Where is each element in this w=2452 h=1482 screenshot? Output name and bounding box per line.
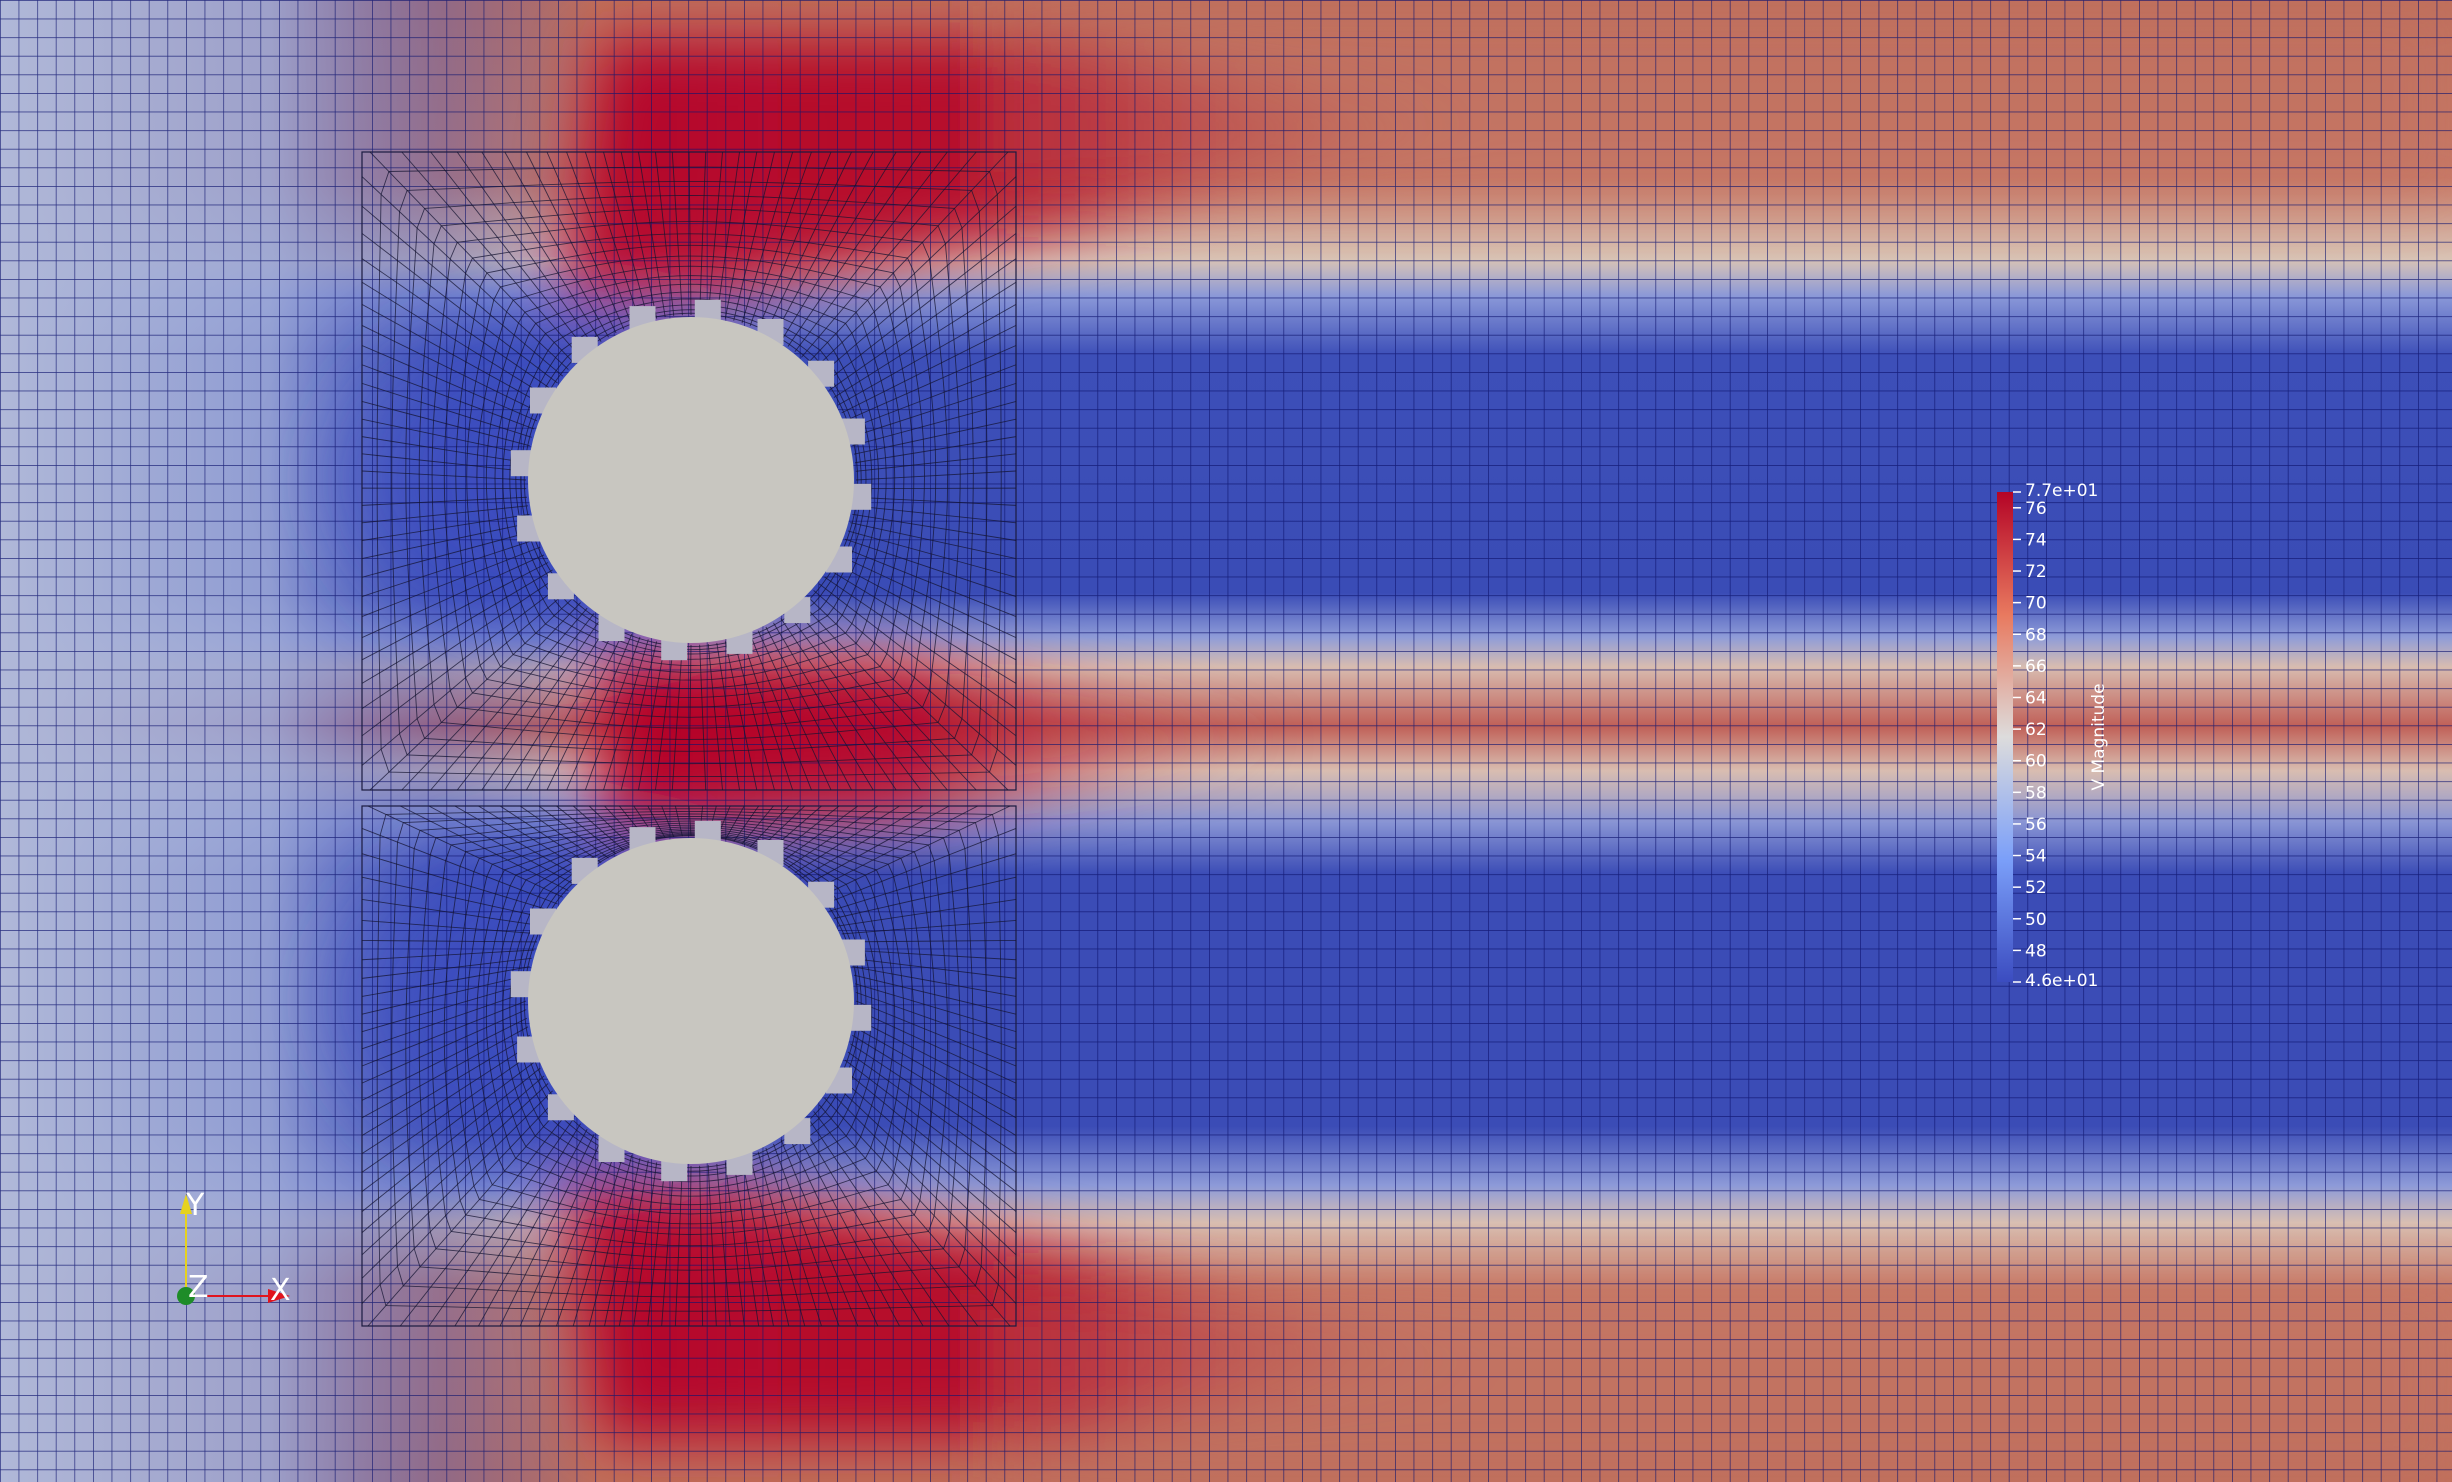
- colorbar-tick-label: 62: [2025, 720, 2047, 740]
- upper-cylinder: [528, 317, 854, 643]
- x-axis-arrow: [268, 1289, 290, 1303]
- lower-cylinder: [528, 838, 854, 1164]
- colorbar-max-label: 7.7e+01: [2025, 481, 2098, 501]
- colorbar-tick-label: 56: [2025, 815, 2047, 835]
- x-axis-label: X: [270, 1273, 291, 1308]
- z-axis-label: Z: [188, 1270, 209, 1305]
- colorbar-tick-label: 72: [2025, 562, 2047, 582]
- y-axis-label: Y: [185, 1188, 205, 1223]
- lower-mesh-block: [361, 805, 1017, 1327]
- colorbar-tick-label: 66: [2025, 657, 2047, 677]
- colorbar-tick-label: 50: [2025, 910, 2047, 930]
- colorbar-gradient: [1997, 492, 2013, 982]
- colorbar-tick-label: 54: [2025, 847, 2047, 867]
- colorbar-tick-label: 52: [2025, 878, 2047, 898]
- z-axis-dot: [177, 1287, 195, 1305]
- colorbar-tick-label: 60: [2025, 752, 2047, 772]
- orientation-axes: Y Z X: [177, 1188, 291, 1308]
- colorbar-title: V Magnitude: [2089, 683, 2109, 790]
- colorbar-tick-label: 68: [2025, 625, 2047, 645]
- colorbar-tick-label: 48: [2025, 941, 2047, 961]
- colorbar-tick-label: 64: [2025, 688, 2047, 708]
- colorbar-tick-label: 70: [2025, 594, 2047, 614]
- colorbar-ticks: 76 74 72 70 68 66 64 62 60 58 56 54 52 50 48: [2013, 491, 2047, 983]
- cylinders: [510, 299, 872, 1182]
- colorbar-tick-label: 76: [2025, 499, 2047, 519]
- colorbar-tick-label: 74: [2025, 530, 2047, 550]
- y-axis-arrow: [180, 1194, 192, 1214]
- colorbar-min-label: 4.6e+01: [2025, 971, 2098, 991]
- colorbar-tick-label: 58: [2025, 783, 2047, 803]
- colorbar: 76 74 72 70 68 66 64 62 60 58 56 54 52 50 48 7.7e+01 4…: [1997, 481, 2109, 991]
- refined-mesh-blocks: [361, 151, 1017, 1327]
